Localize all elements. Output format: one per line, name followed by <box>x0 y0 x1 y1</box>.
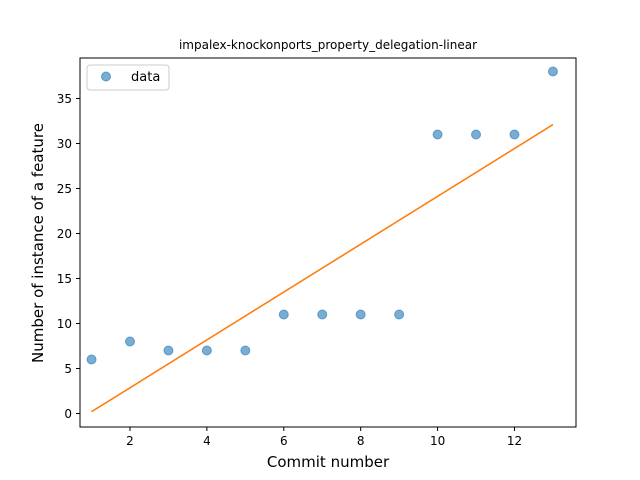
x-tick-label: 8 <box>357 434 365 448</box>
data-point <box>124 336 135 347</box>
axes-frame <box>79 57 577 428</box>
data-point <box>201 345 212 356</box>
data-point <box>317 309 328 320</box>
y-tick-label: 5 <box>64 362 72 376</box>
x-tick-label: 12 <box>507 434 522 448</box>
data-point <box>86 354 97 365</box>
x-axis-label: Commit number <box>267 453 390 471</box>
data-point <box>163 345 174 356</box>
x-axis: 2 4 6 8 10 12 <box>126 427 522 448</box>
data-point <box>471 129 482 140</box>
y-tick-label: 15 <box>57 272 72 286</box>
y-tick-label: 35 <box>57 92 72 106</box>
y-tick-label: 10 <box>57 317 72 331</box>
x-tick-label: 2 <box>126 434 134 448</box>
legend-label: data <box>131 70 160 85</box>
x-tick-label: 6 <box>280 434 288 448</box>
x-tick-label: 10 <box>430 434 445 448</box>
legend: data <box>86 64 170 91</box>
data-point <box>394 309 405 320</box>
data-point <box>355 309 366 320</box>
y-tick-label: 0 <box>64 407 72 421</box>
y-axis-label: Number of instance of a feature <box>29 123 47 363</box>
y-tick-label: 25 <box>57 182 72 196</box>
y-tick-label: 30 <box>57 137 72 151</box>
plot-area <box>86 66 558 413</box>
data-point <box>240 345 251 356</box>
legend-box <box>86 64 170 91</box>
data-point <box>509 129 520 140</box>
chart-title: impalex-knockonports_property_delegation… <box>179 38 477 52</box>
legend-marker <box>101 71 111 82</box>
y-tick-label: 20 <box>57 227 72 241</box>
data-point <box>432 129 443 140</box>
y-axis: 0 5 10 15 20 25 30 35 <box>57 92 80 421</box>
x-tick-label: 4 <box>203 434 211 448</box>
fit-line <box>91 123 554 413</box>
data-point <box>278 309 289 320</box>
data-point <box>547 66 558 77</box>
